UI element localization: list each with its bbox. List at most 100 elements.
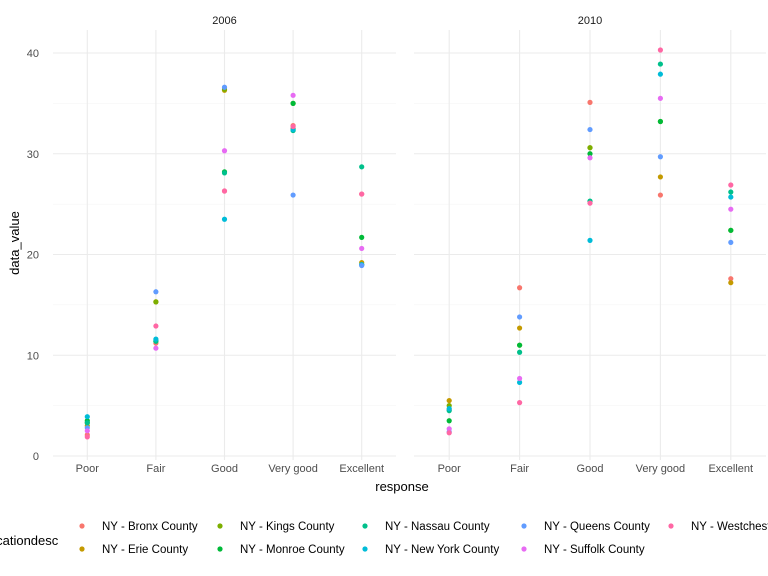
legend-label: NY - Bronx County (102, 521, 198, 533)
y-tick-label: 40 (27, 48, 39, 60)
legend-item-ny-westchester-county: NY - Westchester County (668, 521, 768, 533)
data-point-ny-nassau-county (657, 61, 664, 67)
data-point-ny-westchester-county (587, 200, 593, 206)
legend-label: NY - Westchester County (691, 521, 768, 533)
panel-2010: Poor Fair Good Very good Excellent 2010 (414, 15, 766, 475)
data-point-ny-nassau-county (359, 164, 365, 170)
data-point-ny-new-york-county (657, 71, 664, 77)
data-point-ny-suffolk-county (587, 155, 593, 161)
data-point-ny-bronx-county (728, 276, 734, 282)
data-point-ny-new-york-county (728, 194, 734, 200)
legend-label: NY - Nassau County (385, 521, 490, 533)
y-axis-ticks: 0 10 20 30 40 (27, 48, 39, 463)
data-point-ny-new-york-county (517, 379, 523, 386)
data-point-ny-nassau-county (728, 189, 734, 195)
data-point-ny-queens-county (290, 192, 296, 198)
data-point-ny-kings-county (587, 145, 593, 151)
data-point-ny-suffolk-county (446, 426, 452, 432)
legend-item-ny-queens-county: NY - Queens County (521, 521, 650, 533)
x-tick-label: Excellent (708, 463, 753, 475)
data-point-ny-new-york-county (84, 414, 90, 420)
legend: locationdesc NY - Bronx County NY - Erie … (0, 521, 768, 556)
data-point-ny-monroe-county (446, 418, 452, 424)
data-point-ny-queens-county (359, 262, 365, 269)
legend-key (79, 546, 85, 552)
data-point-ny-monroe-county (728, 227, 734, 233)
data-point-ny-new-york-county (446, 406, 452, 412)
data-point-ny-nassau-county (84, 420, 90, 426)
data-point-ny-queens-county (728, 239, 734, 246)
data-point-ny-westchester-county (153, 323, 159, 329)
data-point-ny-westchester-county (446, 430, 452, 436)
x-axis-title: response (375, 479, 428, 494)
legend-item-ny-monroe-county: NY - Monroe County (217, 544, 345, 556)
legend-label: NY - Erie County (102, 544, 188, 556)
y-tick-label: 20 (27, 250, 39, 262)
y-axis-title: data_value (7, 211, 22, 275)
legend-key (362, 523, 368, 529)
data-point-ny-suffolk-county (84, 428, 90, 434)
data-point-ny-westchester-county (221, 188, 228, 194)
data-point-ny-westchester-county (517, 400, 523, 406)
data-point-ny-new-york-county (587, 237, 593, 243)
x-tick-label: Fair (146, 463, 165, 475)
legend-key (79, 523, 85, 529)
data-point-ny-monroe-county (359, 234, 365, 240)
legend-label: NY - Queens County (544, 521, 650, 533)
data-point-ny-westchester-county (290, 123, 296, 130)
facet-strip-title: 2010 (578, 15, 602, 27)
data-point-ny-westchester-county (657, 47, 664, 53)
data-point-ny-suffolk-county (728, 206, 734, 212)
panel-2006: Poor Fair Good Very good Excellent 2006 (53, 15, 396, 475)
data-point-ny-suffolk-county (221, 148, 228, 154)
data-point-ny-erie-county (657, 174, 664, 180)
data-point-ny-bronx-county (587, 99, 593, 105)
data-point-ny-westchester-county (84, 434, 90, 440)
data-point-ny-queens-county (153, 289, 159, 295)
legend-label: NY - Kings County (240, 521, 335, 533)
legend-item-ny-nassau-county: NY - Nassau County (362, 521, 490, 533)
plot-panels: Poor Fair Good Very good Excellent 2006 Poor Fa… (53, 15, 766, 475)
x-tick-label: Poor (76, 463, 100, 475)
y-tick-label: 10 (27, 350, 39, 362)
data-point-ny-monroe-county (290, 100, 296, 106)
legend-key (668, 523, 674, 529)
data-point-ny-westchester-county (359, 191, 365, 197)
x-tick-label: Very good (268, 463, 318, 475)
data-point-ny-suffolk-county (517, 375, 523, 382)
data-point-ny-bronx-county (657, 192, 664, 198)
data-point-ny-monroe-county (657, 118, 664, 125)
x-tick-label: Good (577, 463, 604, 475)
data-point-ny-nassau-county (221, 170, 228, 176)
data-point-ny-nassau-county (517, 349, 523, 355)
y-tick-label: 30 (27, 149, 39, 161)
data-point-ny-suffolk-county (657, 95, 664, 101)
legend-key (521, 546, 527, 552)
facet-strip-title: 2006 (212, 15, 236, 27)
x-tick-label: Fair (510, 463, 529, 475)
data-point-ny-queens-county (221, 84, 228, 90)
x-tick-label: Excellent (339, 463, 384, 475)
legend-key (217, 523, 223, 529)
legend-label: NY - Suffolk County (544, 544, 645, 556)
legend-key (362, 546, 368, 552)
legend-title: locationdesc (0, 533, 59, 548)
data-point-ny-queens-county (587, 126, 593, 133)
legend-key (521, 523, 527, 529)
legend-label: NY - Monroe County (240, 544, 345, 556)
data-point-ny-queens-county (657, 154, 664, 160)
data-point-ny-new-york-county (221, 216, 228, 222)
x-tick-label: Poor (438, 463, 462, 475)
data-point-ny-new-york-county (153, 336, 159, 342)
data-point-ny-monroe-county (587, 151, 593, 157)
data-point-ny-queens-county (517, 314, 523, 320)
x-tick-label: Very good (636, 463, 686, 475)
data-point-ny-suffolk-county (359, 245, 365, 252)
y-tick-label: 0 (33, 451, 39, 463)
data-point-ny-westchester-county (728, 182, 734, 188)
legend-item-ny-new-york-county: NY - New York County (362, 544, 499, 556)
data-point-ny-kings-county (153, 299, 159, 305)
x-tick-label: Good (211, 463, 238, 475)
legend-label: NY - New York County (385, 544, 499, 556)
